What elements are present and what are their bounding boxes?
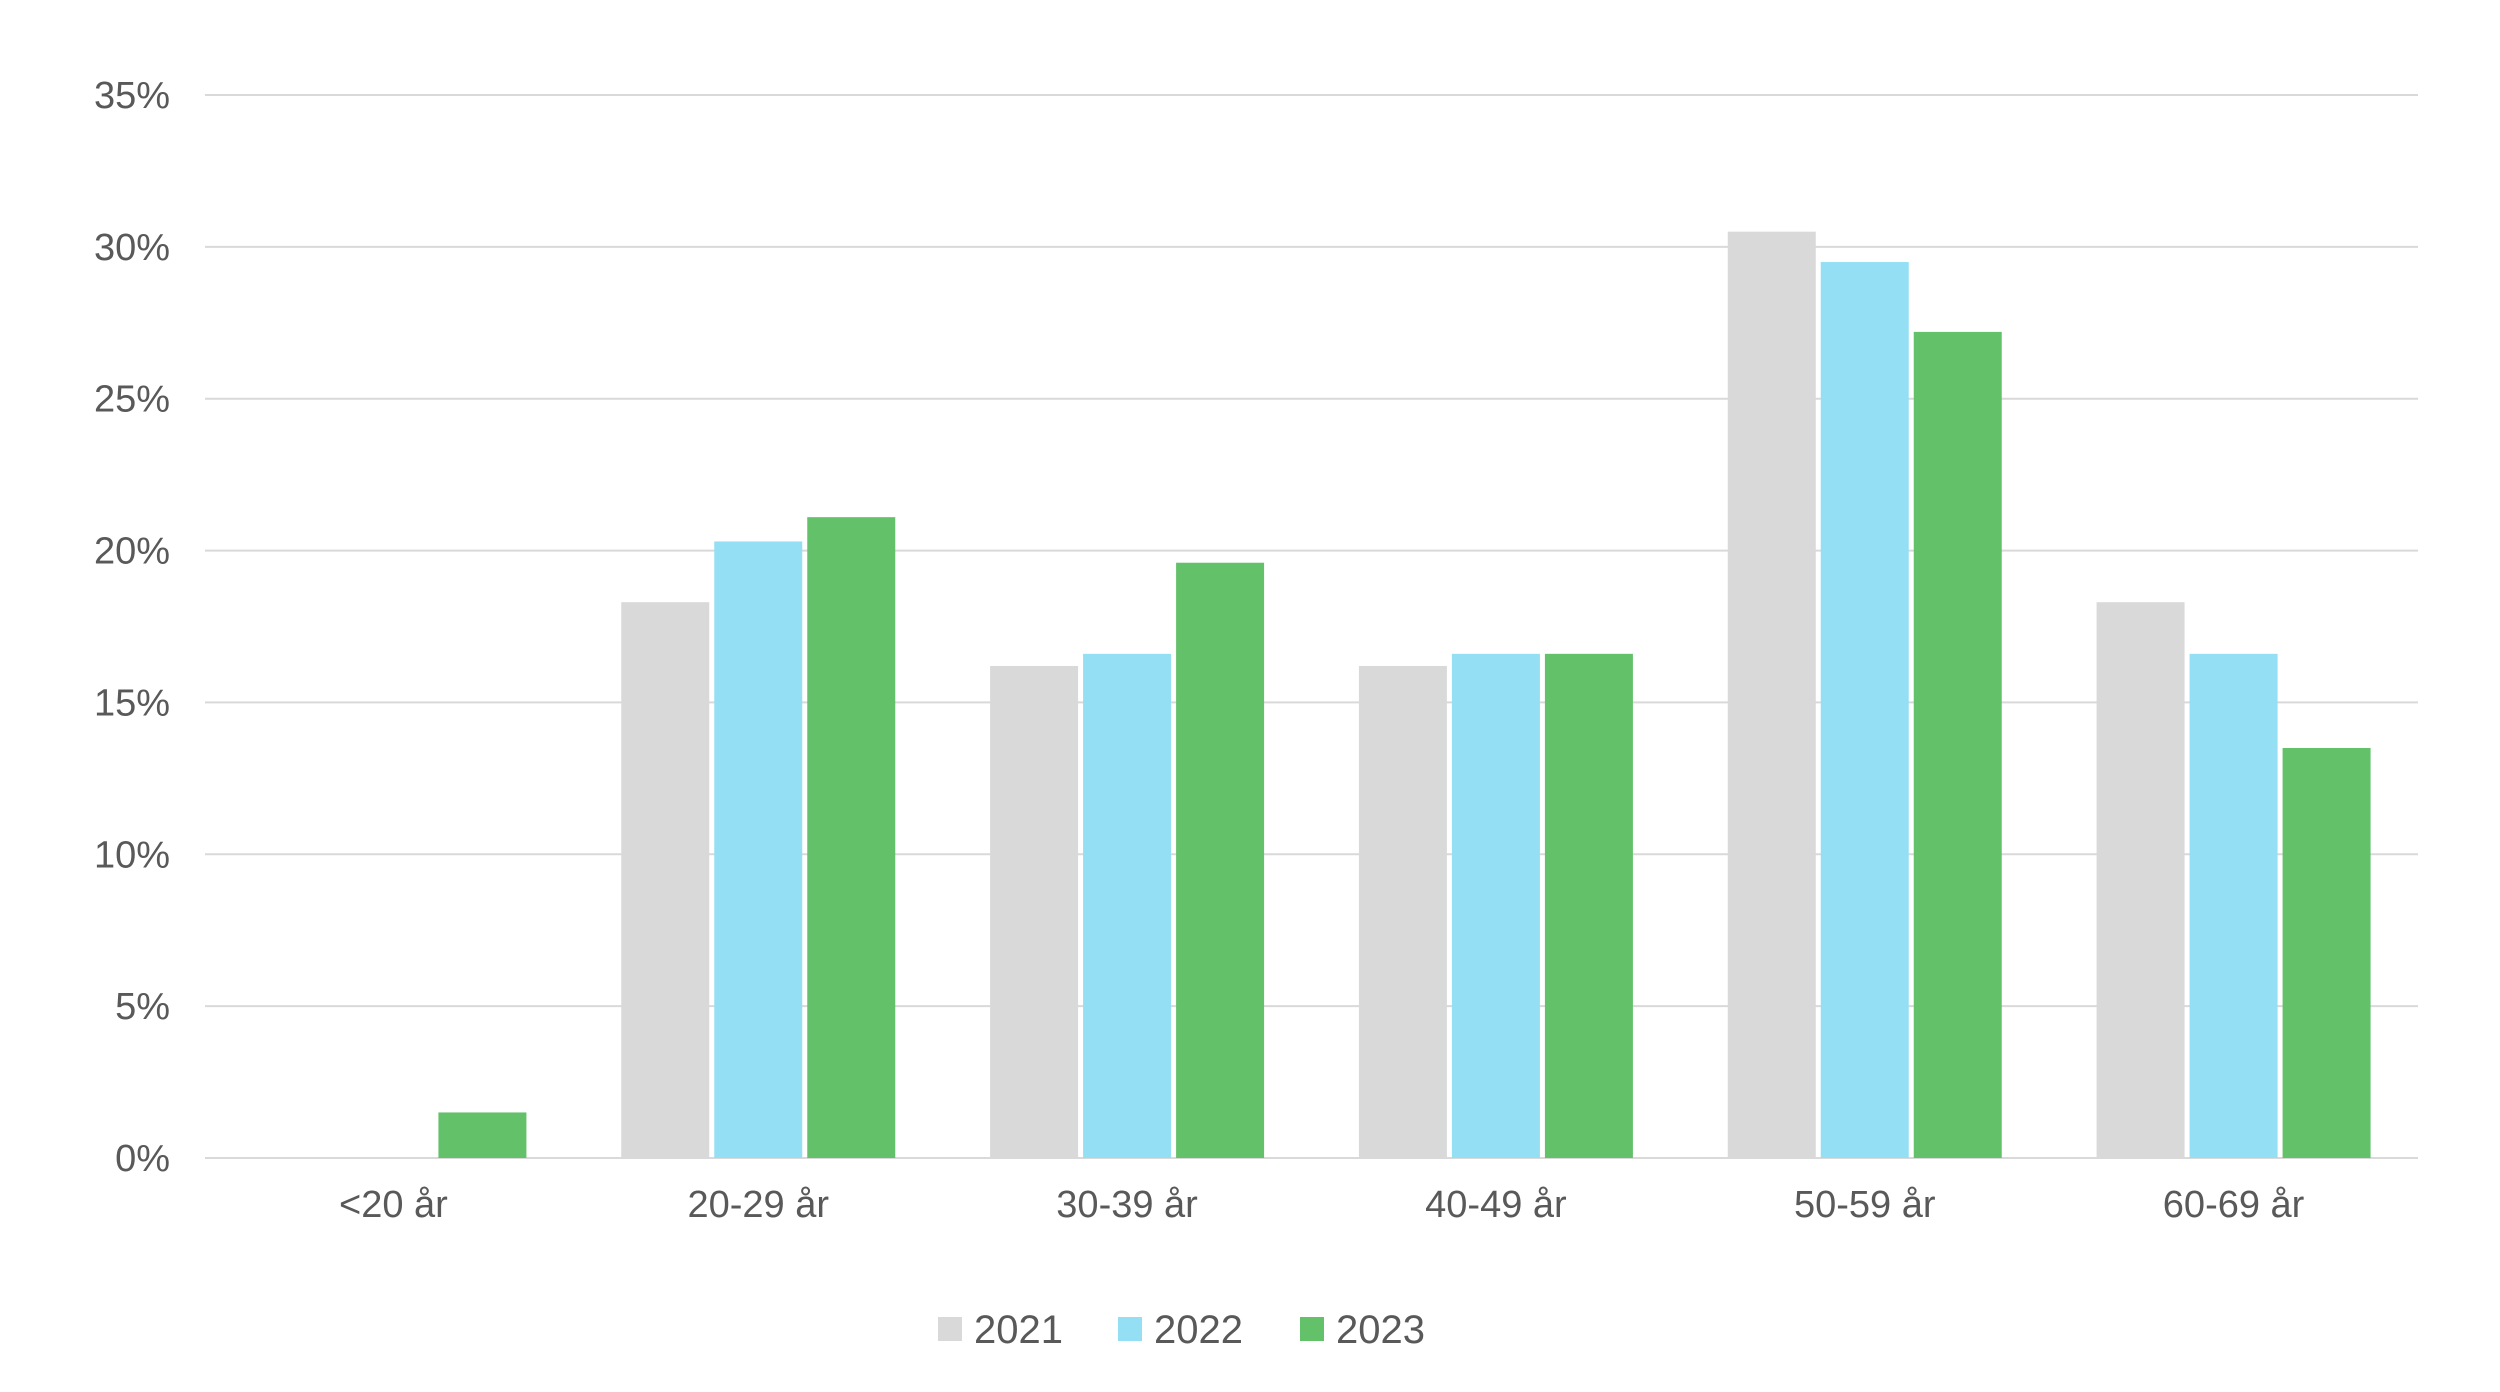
y-tick-label: 0% (115, 1138, 170, 1180)
y-tick-label: 25% (94, 379, 170, 421)
bar-2021-5 (2096, 602, 2185, 1158)
bar-2023-1 (807, 517, 896, 1158)
y-tick-label: 10% (94, 834, 170, 876)
bar-2023-0 (438, 1112, 527, 1158)
gridlines (205, 94, 2418, 1159)
y-axis-tick-labels: 0% 5% 10% 15% 20% 25% 30% 35% (94, 75, 170, 1180)
bar-2021-2 (990, 665, 1079, 1158)
bar-2021-3 (1358, 665, 1447, 1158)
bar-2023-3 (1544, 653, 1633, 1158)
x-axis-tick-labels: <20 år 20-29 år 30-39 år 40-49 år 50-59 år 60… (339, 1184, 2305, 1226)
bar-2022-2 (1083, 653, 1172, 1158)
x-tick-label: <20 år (339, 1184, 448, 1226)
legend-label: 2022 (1154, 1308, 1243, 1352)
y-tick-label: 20% (94, 531, 170, 573)
bar-2023-4 (1913, 331, 2002, 1158)
x-tick-label: 20-29 år (687, 1184, 829, 1226)
bar-2023-2 (1176, 562, 1265, 1158)
y-tick-label: 5% (115, 986, 170, 1028)
legend-label: 2023 (1336, 1308, 1425, 1352)
legend-swatch (938, 1317, 962, 1341)
legend-item-2021: 2021 (938, 1308, 1063, 1352)
bar-2023-5 (2282, 747, 2371, 1158)
bar-2022-3 (1451, 653, 1540, 1158)
bars (438, 231, 2371, 1158)
x-tick-label: 30-39 år (1056, 1184, 1198, 1226)
bar-2021-1 (621, 602, 710, 1158)
legend-item-2022: 2022 (1118, 1308, 1243, 1352)
bar-2022-1 (714, 541, 803, 1158)
legend-swatch (1118, 1317, 1142, 1341)
legend-swatch (1300, 1317, 1324, 1341)
y-tick-label: 15% (94, 682, 170, 724)
y-tick-label: 30% (94, 227, 170, 269)
bar-2022-5 (2189, 653, 2278, 1158)
y-tick-label: 35% (94, 75, 170, 117)
legend-label: 2021 (974, 1308, 1063, 1352)
x-tick-label: 50-59 år (1794, 1184, 1936, 1226)
legend-item-2023: 2023 (1300, 1308, 1425, 1352)
bar-2022-4 (1820, 262, 1909, 1158)
bar-2021-4 (1727, 231, 1816, 1158)
x-tick-label: 40-49 år (1425, 1184, 1567, 1226)
legend: 2021 2022 2023 (938, 1308, 1425, 1352)
x-tick-label: 60-69 år (2163, 1184, 2305, 1226)
